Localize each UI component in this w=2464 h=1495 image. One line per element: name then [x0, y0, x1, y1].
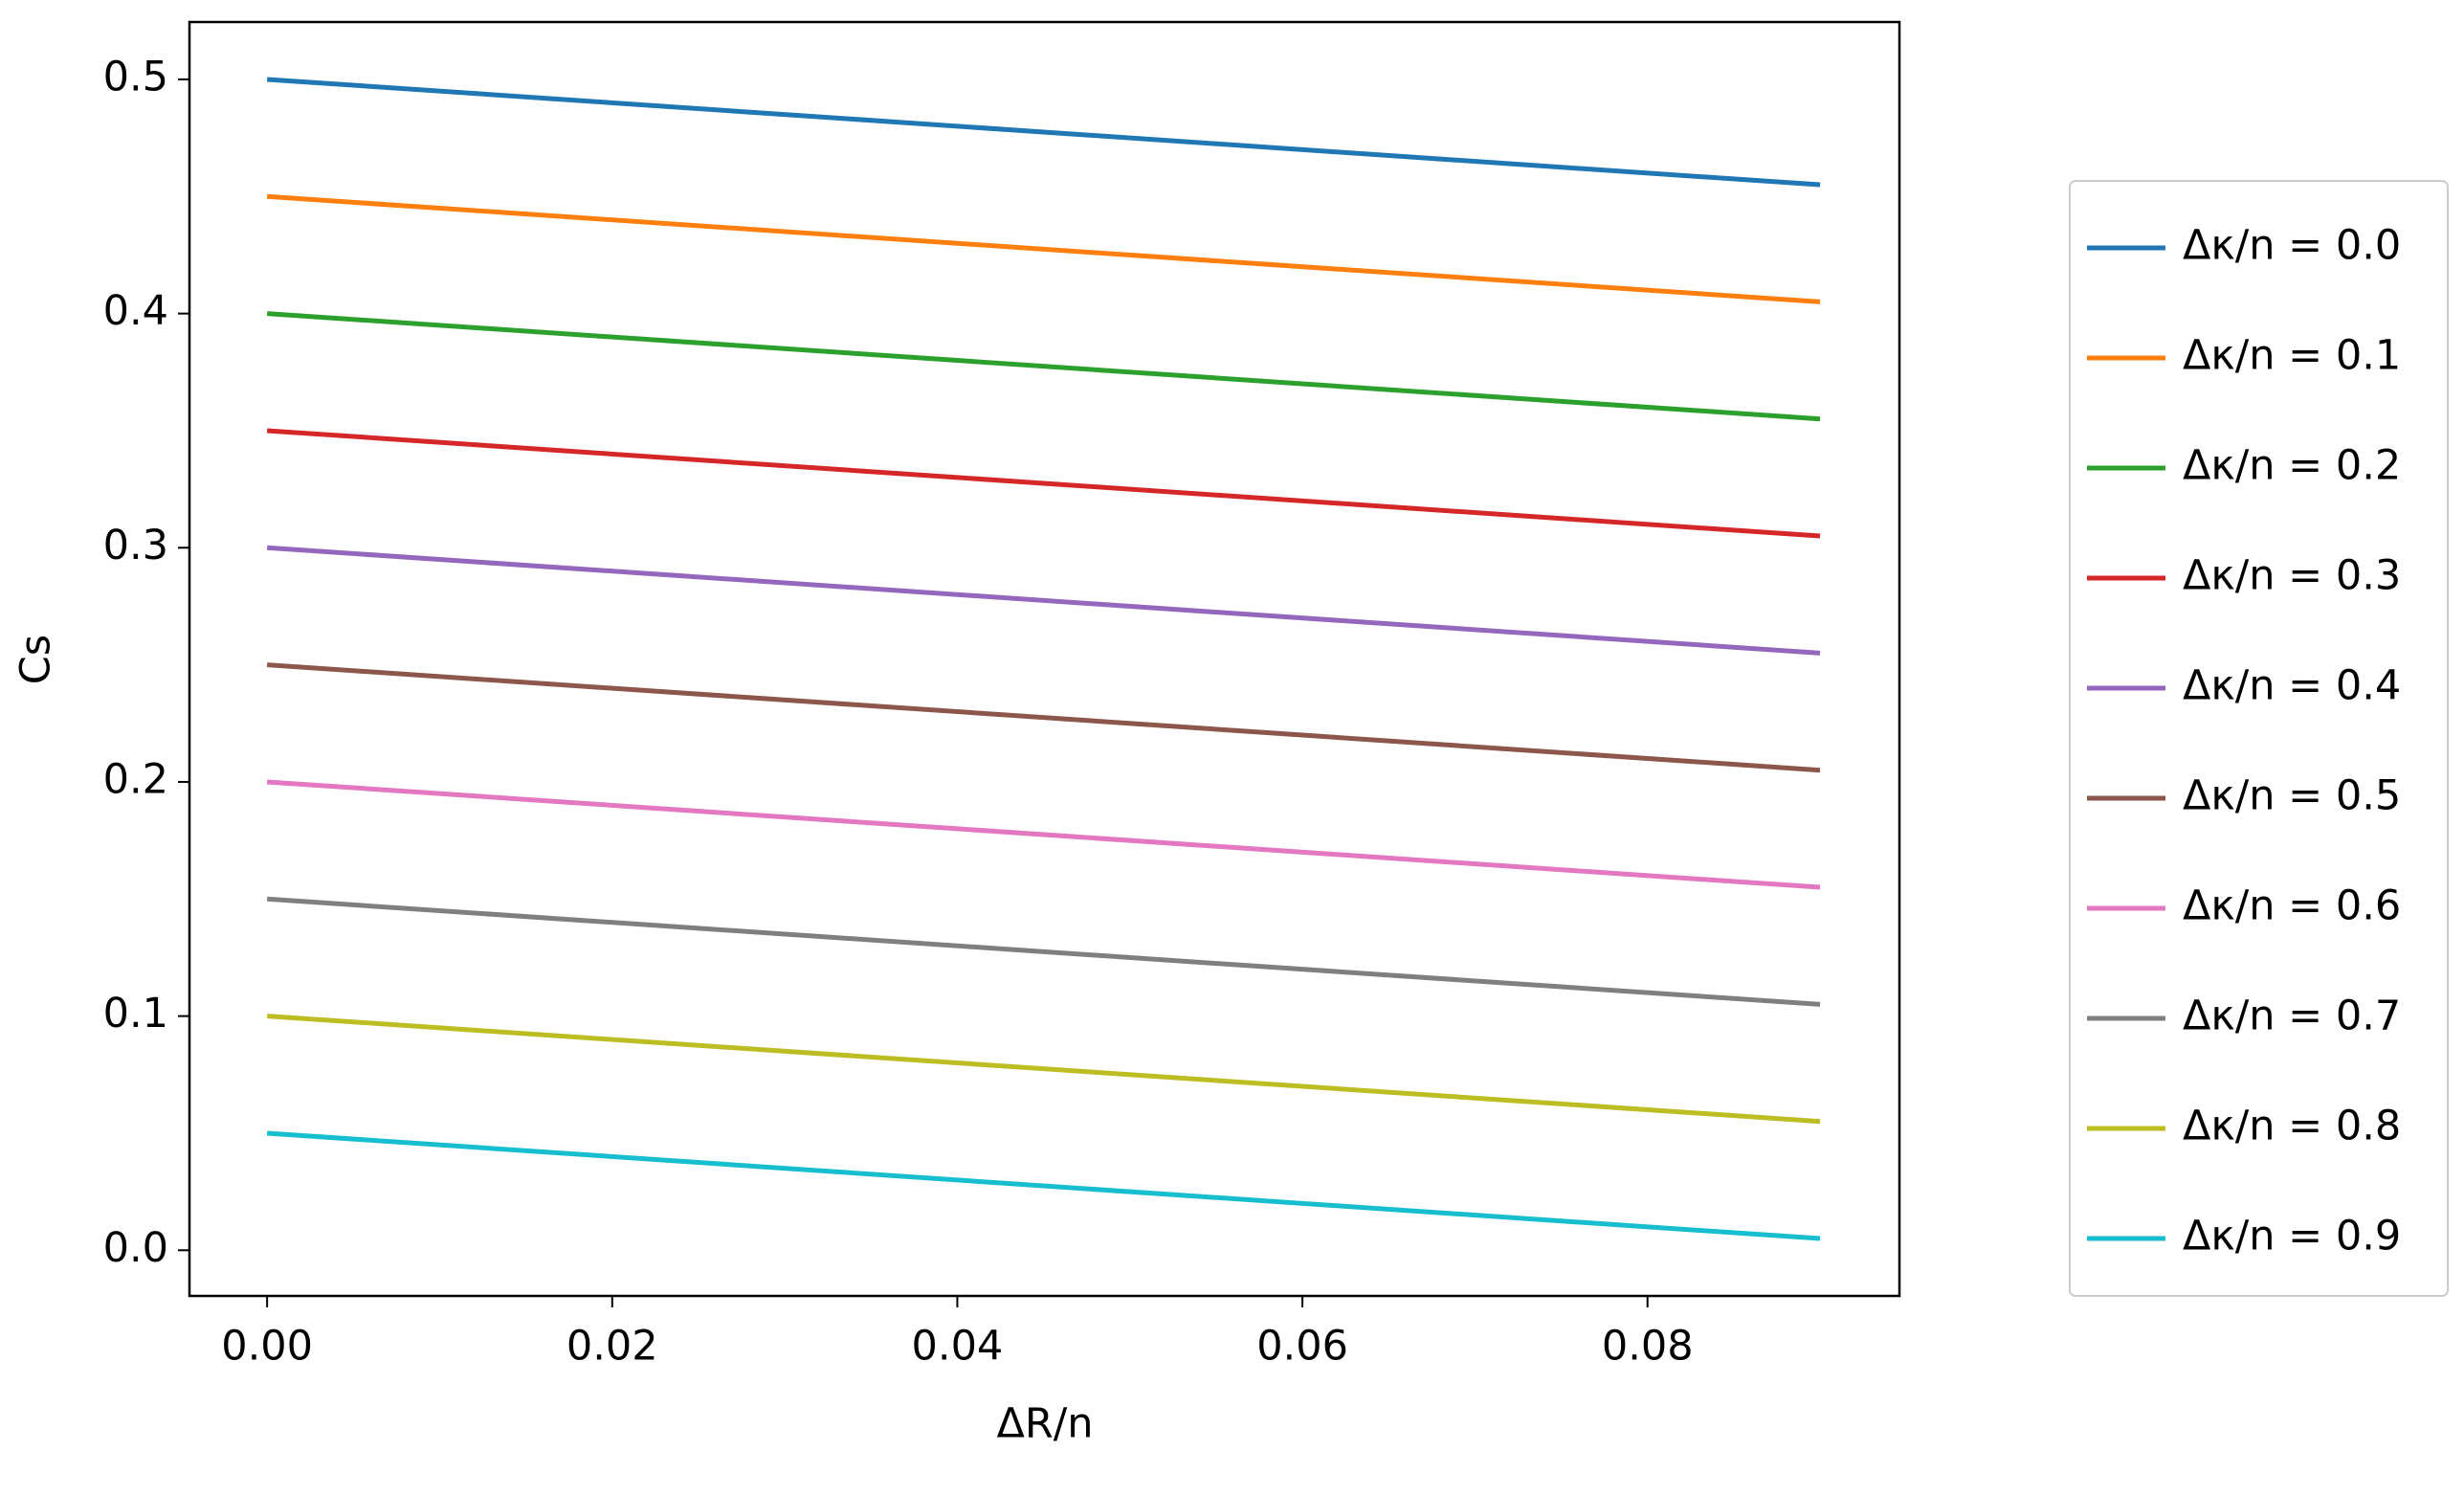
series-line — [266, 193, 1821, 304]
x-tick-label: 0.06 — [1256, 1323, 1348, 1371]
legend-label: Δκ/n = 0.2 — [2183, 442, 2401, 490]
legend-label: Δκ/n = 0.7 — [2183, 993, 2401, 1040]
y-tick-label: 0.1 — [103, 990, 168, 1038]
legend-label: Δκ/n = 0.4 — [2183, 662, 2401, 710]
legend-label: Δκ/n = 0.3 — [2183, 552, 2401, 600]
y-tick-label: 0.4 — [103, 287, 168, 335]
x-tick-label: 0.08 — [1602, 1323, 1694, 1371]
x-axis-label: ΔR/n — [996, 1400, 1093, 1448]
series-line — [266, 311, 1821, 422]
x-tick-label: 0.04 — [912, 1323, 1004, 1371]
legend-label: Δκ/n = 0.8 — [2183, 1103, 2401, 1150]
y-tick-label: 0.3 — [103, 522, 168, 569]
series-line — [266, 428, 1821, 539]
legend-label: Δκ/n = 0.9 — [2183, 1213, 2401, 1261]
x-tick-label: 0.00 — [221, 1323, 313, 1371]
series-line — [266, 545, 1821, 656]
series-line — [266, 662, 1821, 773]
series-line — [266, 1130, 1821, 1241]
legend-label: Δκ/n = 0.5 — [2183, 772, 2401, 820]
legend-label: Δκ/n = 0.6 — [2183, 882, 2401, 930]
y-tick-label: 0.0 — [103, 1224, 168, 1272]
legend-label: Δκ/n = 0.0 — [2183, 222, 2401, 270]
x-tick-label: 0.02 — [566, 1323, 658, 1371]
y-axis-label: Cs — [12, 635, 60, 684]
y-tick-label: 0.2 — [103, 755, 168, 803]
series-line — [266, 779, 1821, 890]
legend-label: Δκ/n = 0.1 — [2183, 332, 2401, 380]
plot-frame — [188, 20, 1901, 1298]
series-line — [266, 77, 1821, 188]
series-line — [266, 1014, 1821, 1125]
series-line — [266, 896, 1821, 1007]
y-tick-label: 0.5 — [103, 53, 168, 100]
